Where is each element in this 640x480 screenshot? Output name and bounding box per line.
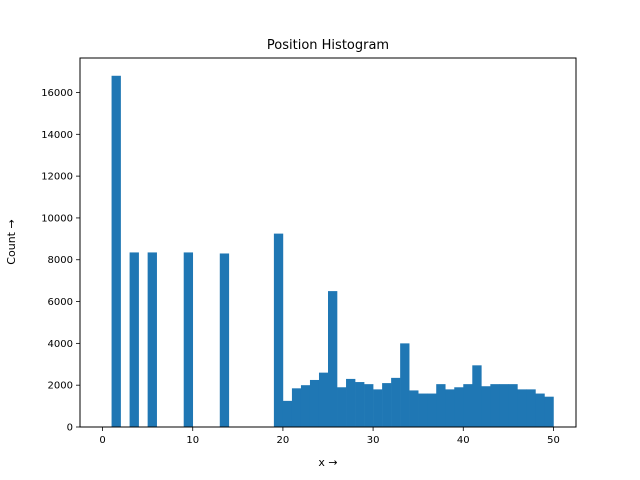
histogram-bar — [219, 253, 230, 427]
y-tick-label: 2000 — [48, 381, 73, 392]
histogram-bar — [400, 343, 410, 427]
histogram-bar — [273, 233, 284, 427]
histogram-bar — [309, 379, 320, 427]
y-tick-label: 10000 — [41, 213, 73, 224]
histogram-bar — [183, 252, 194, 427]
histogram-bar — [481, 386, 491, 427]
y-tick-label: 16000 — [41, 88, 73, 99]
histogram-bar — [111, 75, 121, 427]
histogram-bar — [355, 382, 365, 427]
histogram-bar — [282, 400, 293, 427]
histogram-bar — [337, 387, 347, 427]
plot-frame — [79, 57, 577, 428]
histogram-bar — [409, 390, 419, 427]
histogram-bar — [436, 384, 446, 427]
x-tick-label: 30 — [367, 435, 380, 446]
histogram-bar — [328, 291, 338, 427]
histogram-bar — [517, 389, 527, 427]
histogram-bar — [300, 385, 311, 427]
histogram-bar — [391, 377, 401, 427]
y-axis-label: Count → — [5, 219, 18, 264]
histogram-bar — [472, 365, 482, 427]
histogram-bar — [418, 393, 428, 427]
y-tick-label: 14000 — [41, 130, 73, 141]
histogram-bar — [463, 384, 473, 427]
histogram-bar — [490, 384, 500, 427]
histogram-bar — [346, 378, 356, 427]
x-tick-label: 10 — [186, 435, 199, 446]
histogram-bar — [373, 389, 383, 427]
x-tick-label: 40 — [457, 435, 470, 446]
x-axis-ticks: 0 10 20 30 40 50 — [99, 427, 560, 446]
y-tick-label: 0 — [67, 423, 73, 434]
chart-title: Position Histogram — [267, 38, 389, 53]
histogram-bar — [544, 396, 554, 427]
histogram-bar — [454, 387, 464, 427]
x-tick-label: 50 — [547, 435, 560, 446]
histogram-bar — [129, 252, 139, 427]
histogram-bar — [291, 388, 302, 427]
x-tick-label: 0 — [99, 435, 105, 446]
bars-group — [111, 75, 554, 427]
x-tick-label: 20 — [277, 435, 290, 446]
histogram-bar — [535, 393, 545, 427]
y-tick-label: 12000 — [41, 172, 73, 183]
x-axis-label: x → — [318, 456, 337, 469]
histogram-bar — [318, 372, 329, 427]
histogram-bar — [499, 384, 509, 427]
y-tick-label: 6000 — [48, 297, 73, 308]
histogram-bar — [445, 389, 455, 427]
histogram-bar — [508, 384, 518, 427]
histogram-bar — [382, 383, 392, 427]
histogram-bar — [427, 393, 437, 427]
y-axis-ticks: 0 2000 4000 6000 8000 10000 12000 14000 16000 — [41, 88, 80, 434]
histogram-bar — [147, 252, 157, 427]
y-tick-label: 4000 — [48, 339, 73, 350]
histogram-bar — [526, 389, 536, 427]
y-tick-label: 8000 — [48, 255, 73, 266]
histogram-bar — [364, 384, 374, 427]
